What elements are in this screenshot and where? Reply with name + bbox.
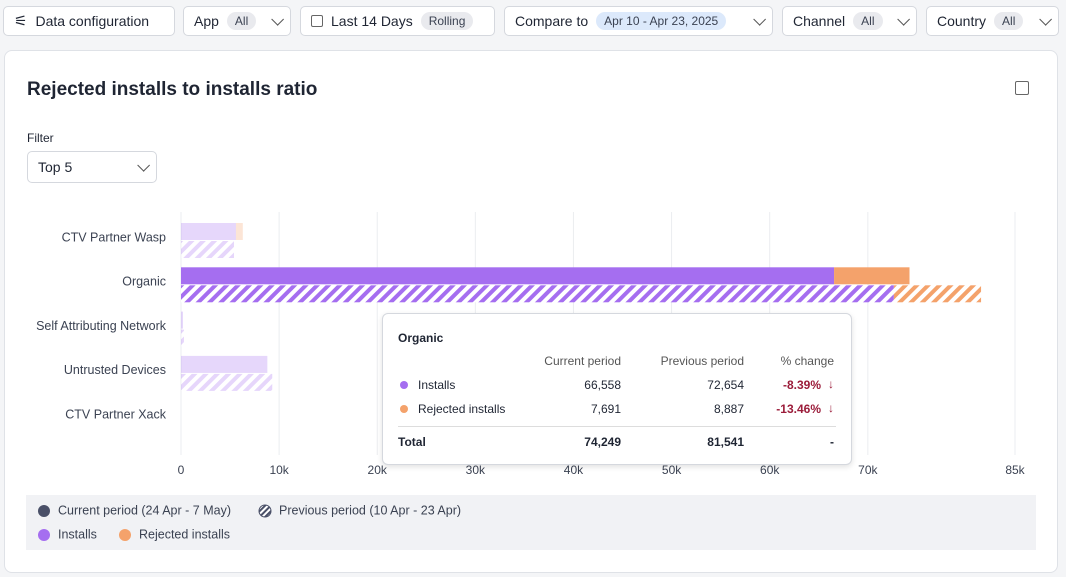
y-tick-label: Organic bbox=[122, 275, 166, 289]
y-tick-label: CTV Partner Xack bbox=[65, 407, 166, 421]
tooltip-value: 7,691 bbox=[590, 402, 621, 416]
tooltip-value: 72,654 bbox=[707, 378, 744, 392]
tooltip-total: Total bbox=[398, 435, 426, 449]
legend-series: Rejected installs bbox=[139, 527, 230, 541]
filter-button[interactable]: App All bbox=[183, 6, 291, 36]
card: Rejected installs to installs ratio Filt… bbox=[4, 50, 1058, 573]
legend-swatch bbox=[38, 505, 50, 517]
calendar-icon bbox=[311, 15, 323, 27]
x-tick-label: 70k bbox=[858, 463, 878, 477]
filter-button[interactable]: Compare to Apr 10 - Apr 23, 2025 bbox=[504, 6, 773, 36]
filter-button[interactable]: Country All bbox=[926, 6, 1059, 36]
tooltip-header: % change bbox=[780, 354, 834, 368]
bar bbox=[834, 267, 910, 285]
filter-button[interactable]: Last 14 Days Rolling bbox=[300, 6, 495, 36]
x-tick-label: 0 bbox=[178, 463, 185, 477]
tooltip-header: Current period bbox=[544, 354, 621, 368]
legend-swatch bbox=[119, 529, 131, 541]
down-arrow: ↓ bbox=[828, 377, 834, 391]
x-tick-label: 30k bbox=[466, 463, 486, 477]
tooltip-total-value: 74,249 bbox=[584, 435, 621, 449]
legend-series: Installs bbox=[58, 527, 97, 541]
data-config-button[interactable]: ⚟ Data configuration bbox=[3, 6, 175, 36]
filter-dropdown[interactable]: Top 5 bbox=[27, 151, 157, 183]
x-tick-label: 40k bbox=[564, 463, 584, 477]
filter-badge: All bbox=[853, 12, 883, 30]
expand-icon[interactable] bbox=[1015, 81, 1029, 95]
tooltip-value: 8,887 bbox=[713, 402, 744, 416]
label: Data configuration bbox=[35, 13, 150, 29]
x-tick-label: 50k bbox=[662, 463, 682, 477]
legend-period: Previous period (10 Apr - 23 Apr) bbox=[279, 503, 461, 517]
filter-badge: Apr 10 - Apr 23, 2025 bbox=[596, 12, 727, 30]
bar bbox=[181, 311, 183, 329]
value: Top 5 bbox=[38, 159, 73, 175]
bar bbox=[235, 223, 243, 240]
legend-period: Current period (24 Apr - 7 May) bbox=[58, 503, 231, 517]
y-tick-label: CTV Partner Wasp bbox=[62, 230, 166, 244]
filter-label: Country bbox=[937, 13, 987, 29]
y-tick-label: Self Attributing Network bbox=[36, 319, 167, 333]
previous-bar bbox=[181, 241, 234, 258]
filter-button[interactable]: Channel All bbox=[782, 6, 917, 36]
previous-bar bbox=[893, 285, 982, 303]
previous-bar bbox=[181, 373, 273, 391]
filter-badge: Rolling bbox=[420, 12, 474, 30]
tooltip-series: Rejected installs bbox=[418, 402, 506, 416]
tooltip-total-value: - bbox=[830, 435, 834, 449]
tooltip-series: Installs bbox=[418, 378, 456, 392]
filter-label: App bbox=[194, 13, 219, 29]
filter-label: Filter bbox=[27, 131, 54, 145]
down-arrow: ↓ bbox=[828, 401, 834, 415]
chart-title: Rejected installs to installs ratio bbox=[27, 79, 318, 100]
tooltip-header: Previous period bbox=[660, 354, 744, 368]
y-tick-label: Untrusted Devices bbox=[64, 363, 166, 377]
bar bbox=[181, 355, 268, 373]
legend-box bbox=[26, 495, 1036, 550]
x-tick-label: 85k bbox=[1005, 463, 1025, 477]
bar bbox=[181, 267, 835, 285]
tooltip-title: Organic bbox=[398, 331, 444, 345]
x-tick-label: 60k bbox=[760, 463, 780, 477]
x-tick-label: 10k bbox=[269, 463, 289, 477]
filter-label: Compare to bbox=[515, 13, 589, 29]
filter-badge: All bbox=[226, 12, 257, 30]
x-tick-label: 20k bbox=[368, 463, 388, 477]
filter-badge: All bbox=[994, 12, 1024, 30]
legend-swatch bbox=[38, 529, 50, 541]
tooltip-dot bbox=[400, 381, 408, 389]
tooltip-value: -8.39% bbox=[782, 378, 821, 392]
tooltip-dot bbox=[400, 405, 408, 413]
tooltip-total-value: 81,541 bbox=[707, 435, 744, 449]
filter-label: Last 14 Days bbox=[331, 13, 413, 29]
legend-swatch bbox=[258, 504, 272, 518]
tooltip-value: 66,558 bbox=[584, 378, 621, 392]
filter-label: Channel bbox=[793, 13, 846, 29]
tooltip: Organic Current period Previous period % c… bbox=[382, 313, 852, 465]
bar bbox=[181, 223, 236, 240]
tooltip-value: -13.46% bbox=[776, 402, 821, 416]
previous-bar bbox=[181, 285, 894, 303]
previous-bar bbox=[181, 329, 184, 347]
